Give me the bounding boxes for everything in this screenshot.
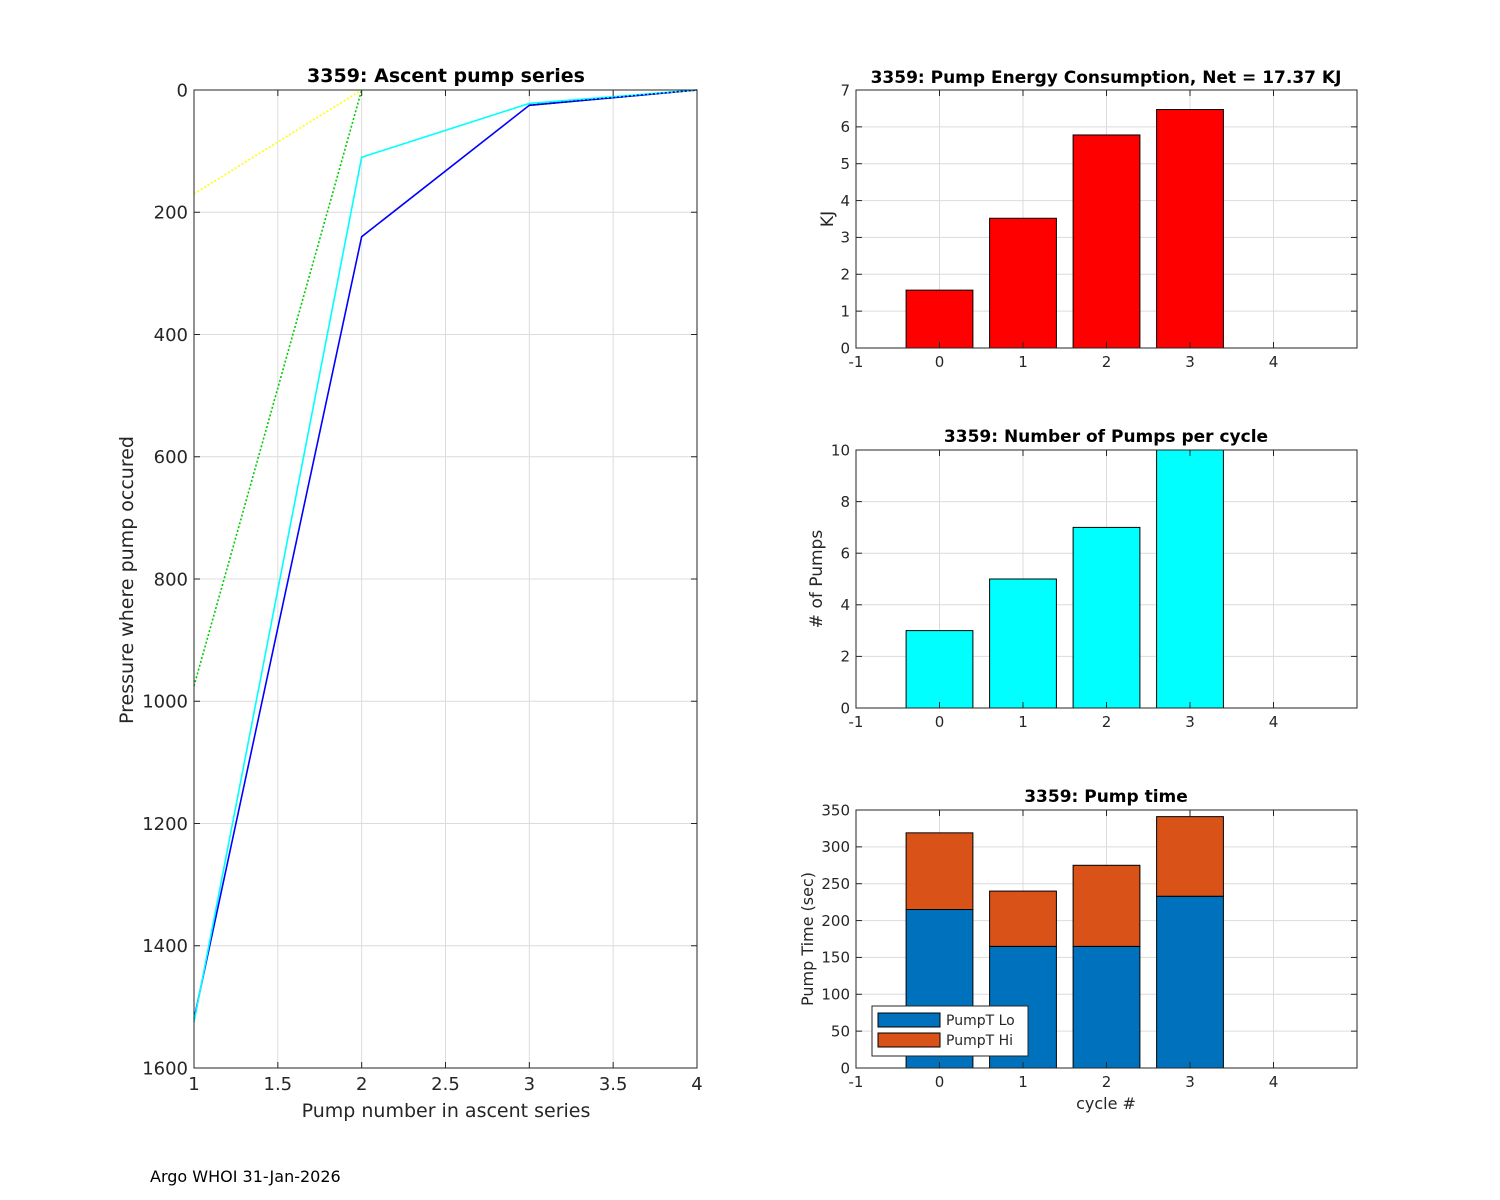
y-tick-label: 150	[821, 949, 850, 967]
y-tick-label: 8	[840, 493, 850, 511]
x-tick-label: 4	[691, 1074, 702, 1095]
y-tick-label: 250	[821, 875, 850, 893]
y-tick-label: 1400	[142, 936, 188, 957]
x-tick-label: 4	[1269, 713, 1279, 731]
energy-chart: 3359: Pump Energy Consumption, Net = 17.…	[818, 68, 1358, 371]
y-tick-label: 1	[840, 302, 850, 320]
y-tick-label: 1000	[142, 692, 188, 713]
stacked-bar-segment	[1072, 864, 1141, 947]
y-tick-label: 400	[154, 325, 188, 346]
x-tick-label: 2	[1102, 353, 1112, 371]
y-tick-label: 300	[821, 838, 850, 856]
stacked-bar-segment	[905, 832, 974, 911]
bar	[989, 217, 1057, 349]
y-tick-label: 10	[831, 441, 850, 459]
x-tick-label: 2	[1102, 713, 1112, 731]
time-x-label: cycle #	[1076, 1094, 1136, 1113]
x-tick-label: 3	[1185, 1073, 1195, 1091]
x-tick-label: -1	[849, 353, 864, 371]
y-tick-label: 0	[840, 699, 850, 717]
legend-label: PumpT Lo	[946, 1013, 1015, 1029]
x-tick-label: 0	[935, 713, 945, 731]
bar	[905, 630, 974, 709]
y-tick-label: 800	[154, 569, 188, 590]
ascent-y-label: Pressure where pump occured	[116, 436, 138, 724]
pumps-chart: 3359: Number of Pumps per cycle # of Pum…	[807, 427, 1358, 731]
series-line	[193, 89, 363, 195]
stacked-bar-segment	[1156, 816, 1224, 897]
bar	[1072, 526, 1141, 709]
bar	[1156, 449, 1224, 709]
x-tick-label: 1.5	[264, 1074, 293, 1095]
y-tick-label: 7	[840, 81, 850, 99]
y-tick-label: 0	[840, 339, 850, 357]
x-tick-label: 3	[1185, 353, 1195, 371]
stacked-bar-segment	[989, 890, 1057, 947]
y-tick-label: 100	[821, 986, 850, 1004]
footer-stamp: Argo WHOI 31-Jan-2026	[150, 1167, 341, 1186]
ascent-chart-title: 3359: Ascent pump series	[307, 65, 585, 87]
y-tick-label: 1200	[142, 814, 188, 835]
energy-y-label: KJ	[818, 211, 838, 227]
y-tick-label: 0	[177, 80, 188, 101]
series-line	[193, 89, 698, 1023]
bar	[1156, 109, 1224, 349]
x-tick-label: 1	[1018, 1073, 1028, 1091]
y-tick-label: 6	[840, 118, 850, 136]
bar	[989, 578, 1057, 709]
bar	[905, 289, 974, 349]
series-line	[193, 89, 363, 687]
x-tick-label: 3.5	[599, 1074, 628, 1095]
series-group	[193, 89, 698, 1023]
series-line	[529, 89, 698, 107]
y-tick-label: 4	[840, 596, 850, 614]
x-tick-label: 3	[1185, 713, 1195, 731]
y-tick-label: 200	[154, 203, 188, 224]
y-tick-label: 1600	[142, 1058, 188, 1079]
y-tick-label: 2	[840, 266, 850, 284]
y-tick-label: 600	[154, 447, 188, 468]
x-tick-label: 1	[1018, 713, 1028, 731]
time-chart: 3359: Pump time cycle # Pump Time (sec) …	[798, 787, 1358, 1113]
x-tick-label: 2	[356, 1074, 367, 1095]
legend-swatch	[877, 1032, 941, 1048]
ascent-chart: 3359: Ascent pump series Pump number in …	[116, 65, 703, 1122]
stacked-bar-segment	[1072, 945, 1141, 1069]
y-tick-label: 200	[821, 912, 850, 930]
y-tick-label: 3	[840, 229, 850, 247]
y-tick-label: 4	[840, 192, 850, 210]
energy-chart-title: 3359: Pump Energy Consumption, Net = 17.…	[871, 68, 1342, 88]
y-tick-label: 6	[840, 544, 850, 562]
time-y-label: Pump Time (sec)	[798, 872, 817, 1006]
y-tick-label: 350	[821, 801, 850, 819]
y-tick-label: 5	[840, 155, 850, 173]
legend: PumpT Lo PumpT Hi	[871, 1005, 1029, 1057]
bar	[1072, 134, 1141, 349]
x-tick-label: 1	[1018, 353, 1028, 371]
pumps-chart-title: 3359: Number of Pumps per cycle	[944, 427, 1268, 447]
x-tick-label: -1	[849, 713, 864, 731]
time-chart-title: 3359: Pump time	[1024, 787, 1188, 807]
x-tick-label: 3	[524, 1074, 535, 1095]
legend-swatch	[877, 1012, 941, 1028]
y-tick-label: 0	[840, 1059, 850, 1077]
x-tick-label: 2	[1102, 1073, 1112, 1091]
x-tick-label: 0	[935, 1073, 945, 1091]
x-tick-label: 4	[1269, 353, 1279, 371]
x-tick-label: 2.5	[431, 1074, 460, 1095]
x-tick-label: 1	[188, 1074, 199, 1095]
x-tick-label: 4	[1269, 1073, 1279, 1091]
ascent-x-label: Pump number in ascent series	[302, 1100, 591, 1122]
pumps-y-label: # of Pumps	[807, 530, 827, 629]
stacked-bar-segment	[1156, 895, 1224, 1069]
y-tick-label: 50	[831, 1022, 850, 1040]
x-tick-label: 0	[935, 353, 945, 371]
x-tick-label: -1	[849, 1073, 864, 1091]
y-tick-label: 2	[840, 648, 850, 666]
legend-label: PumpT Hi	[946, 1033, 1013, 1049]
